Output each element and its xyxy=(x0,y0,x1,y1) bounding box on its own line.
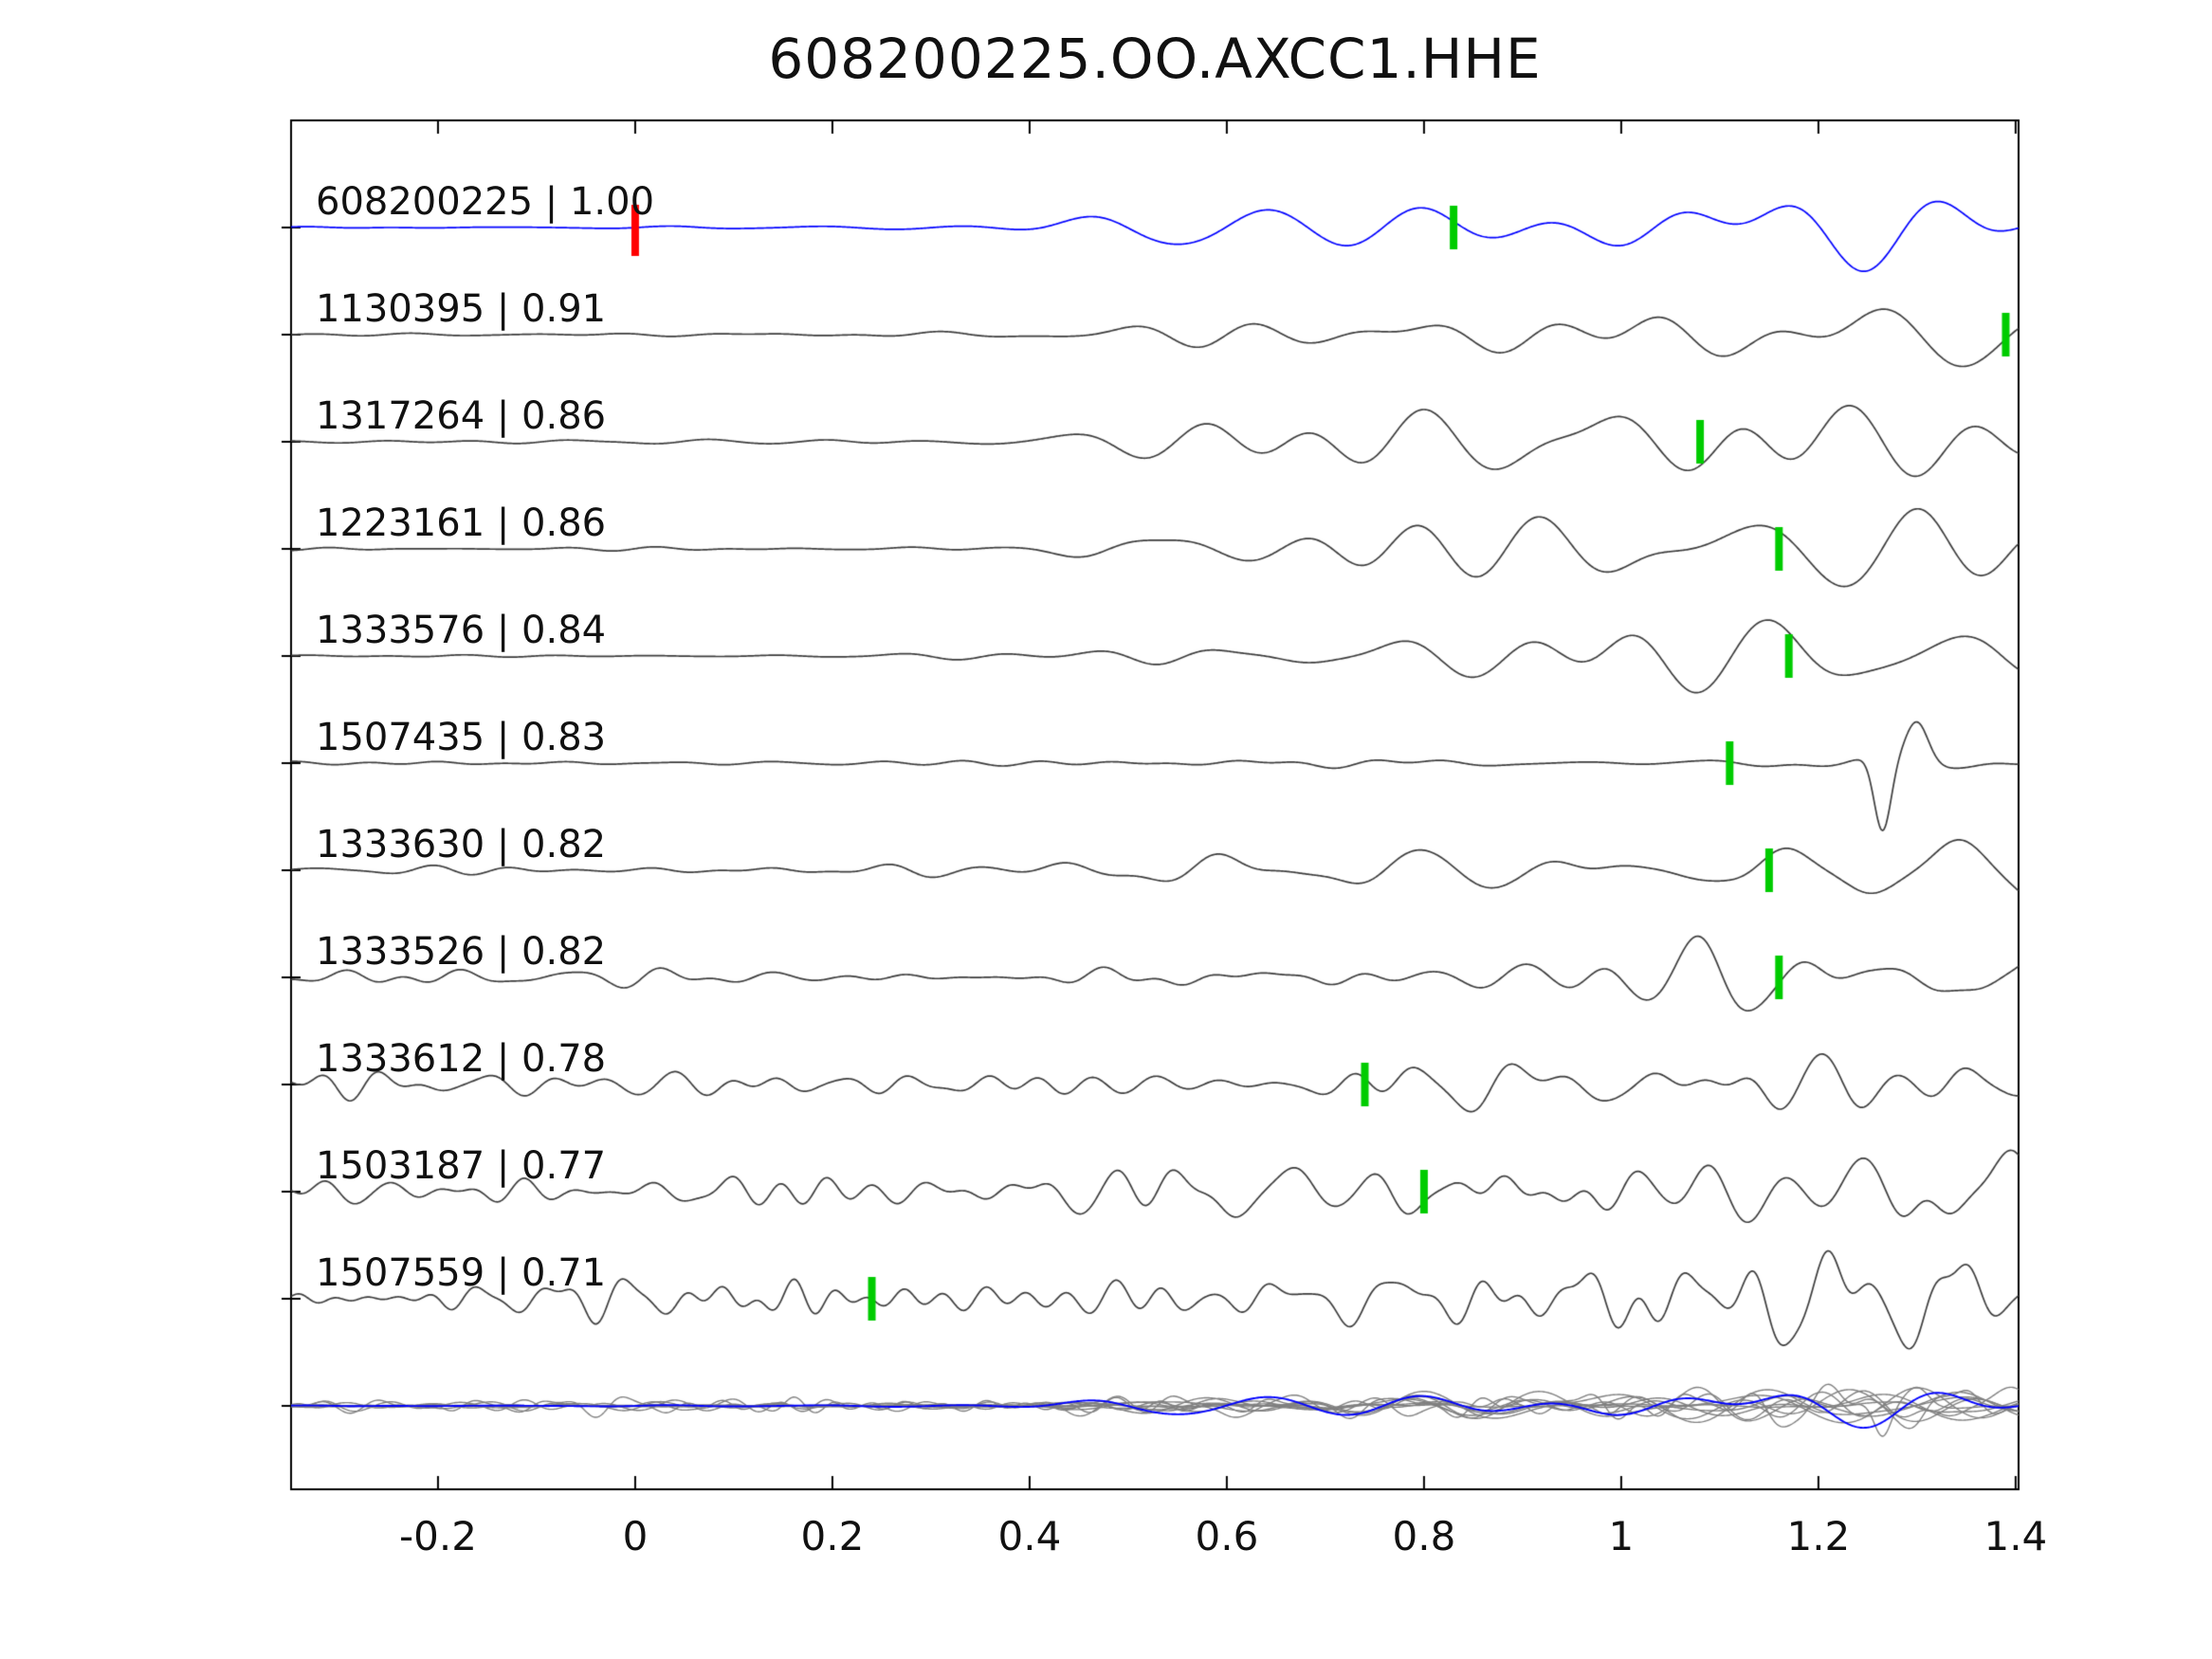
trace-label: 608200225 | 1.00 xyxy=(316,180,655,224)
trace-label: 1317264 | 0.86 xyxy=(316,394,607,438)
trace-label: 1507559 | 0.71 xyxy=(316,1251,607,1295)
trace-label: 1333576 | 0.84 xyxy=(316,609,607,652)
trace-label: 1507435 | 0.83 xyxy=(316,716,607,759)
trace-label: 1333630 | 0.82 xyxy=(316,823,607,866)
x-tick-label: 1.2 xyxy=(1786,1513,1851,1559)
x-tick-label: 0.6 xyxy=(1195,1513,1259,1559)
x-tick-label: 0.2 xyxy=(800,1513,865,1559)
trace-label: 1503187 | 0.77 xyxy=(316,1144,607,1188)
x-tick-label: -0.2 xyxy=(398,1513,477,1559)
x-tick-label: 1 xyxy=(1608,1513,1635,1559)
trace-label: 1223161 | 0.86 xyxy=(316,501,607,545)
x-tick-label: 0.8 xyxy=(1392,1513,1456,1559)
chart-title: 608200225.OO.AXCC1.HHE xyxy=(768,27,1542,91)
trace-label: 1333526 | 0.82 xyxy=(316,930,607,974)
trace-label: 1333612 | 0.78 xyxy=(316,1037,607,1081)
x-tick-label: 1.4 xyxy=(1983,1513,2048,1559)
trace-label: 1130395 | 0.91 xyxy=(316,287,607,331)
x-tick-label: 0 xyxy=(622,1513,649,1559)
x-tick-label: 0.4 xyxy=(997,1513,1062,1559)
